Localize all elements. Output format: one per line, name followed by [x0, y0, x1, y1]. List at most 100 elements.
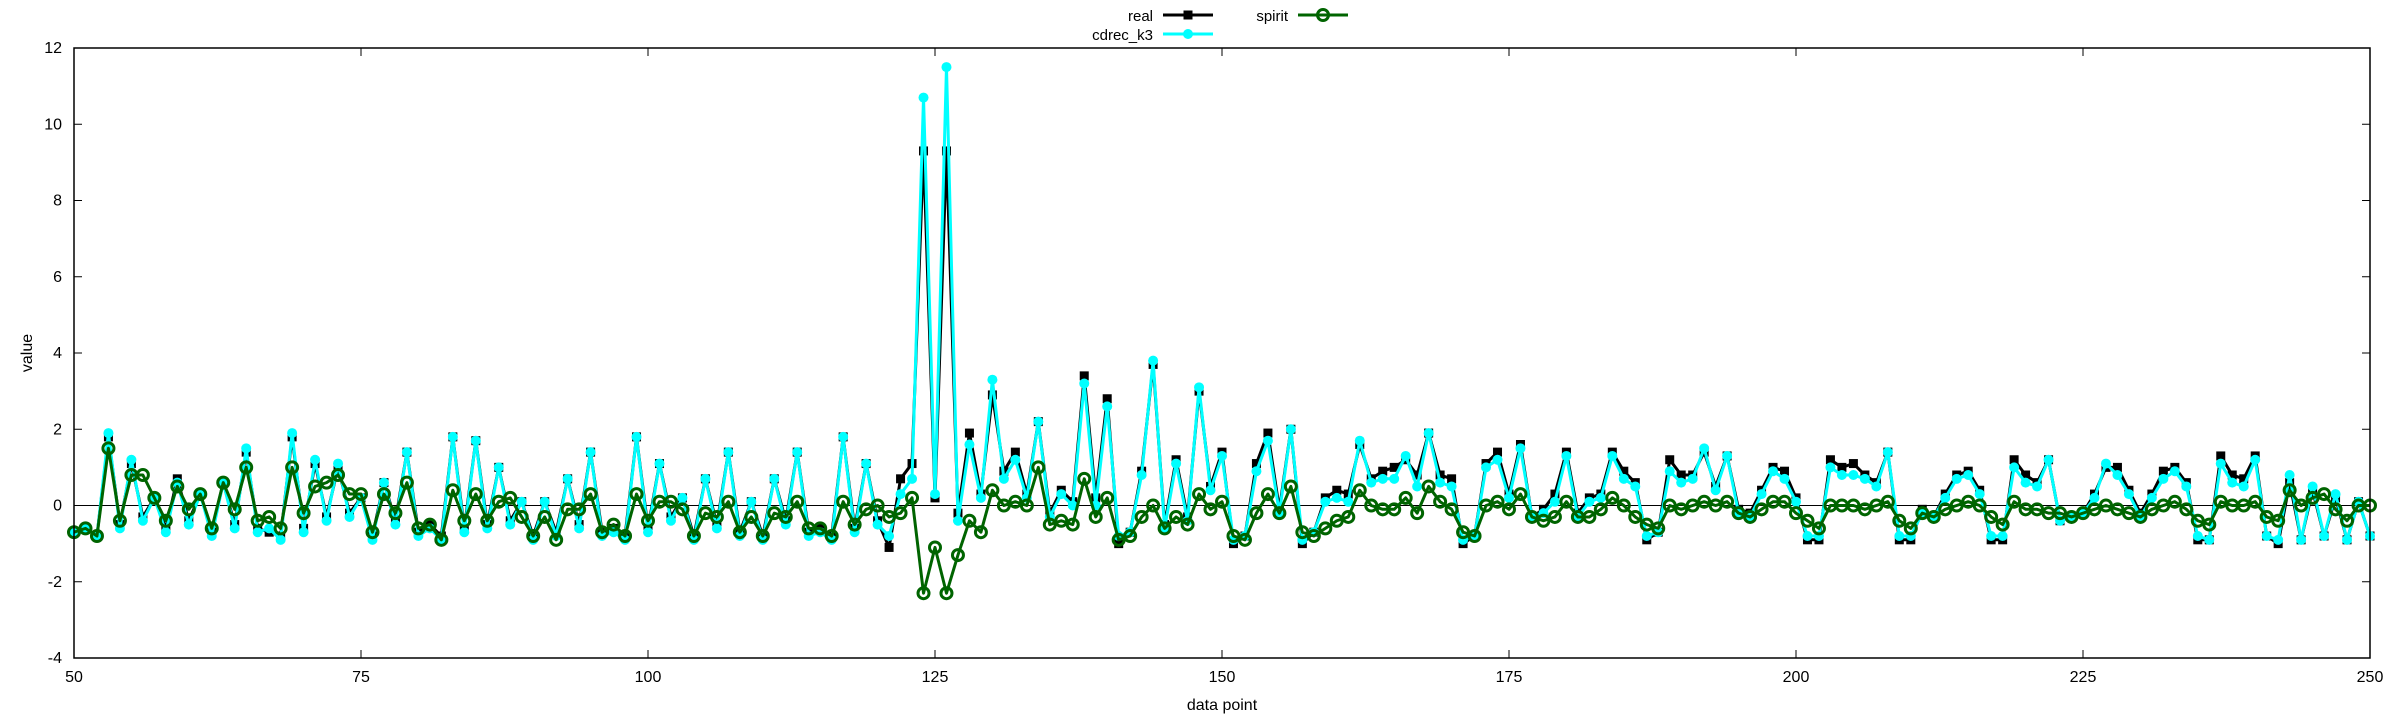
data-point-cdrec_k3 [1882, 447, 1893, 458]
data-point-spirit [755, 529, 770, 543]
data-point-cdrec_k3 [103, 428, 114, 439]
data-point-cdrec_k3 [562, 473, 573, 484]
data-point-cdrec_k3 [643, 527, 653, 538]
x-tick-label: 75 [352, 669, 370, 686]
data-point-spirit [1306, 529, 1321, 543]
data-point-spirit [158, 513, 173, 528]
data-point-spirit [618, 529, 633, 543]
data-point-spirit [973, 525, 988, 540]
data-point-cdrec_k3 [1389, 473, 1400, 484]
data-point-spirit [1008, 494, 1023, 509]
data-point-cdrec_k3 [2296, 534, 2307, 545]
data-point-spirit [824, 529, 839, 543]
y-tick-label: -2 [48, 574, 62, 591]
data-point-cdrec_k3 [2009, 462, 2020, 473]
data-point-cdrec_k3 [987, 374, 998, 385]
data-point-cdrec_k3 [1481, 462, 1492, 473]
data-point-spirit [2144, 502, 2159, 517]
data-point-cdrec_k3 [2250, 454, 2261, 465]
data-point-cdrec_k3 [711, 523, 722, 534]
data-point-spirit [939, 586, 954, 601]
data-point-spirit [1272, 506, 1287, 521]
data-point-spirit [2259, 509, 2274, 524]
data-point-spirit [2305, 490, 2320, 505]
data-point-cdrec_k3 [1997, 531, 2008, 541]
data-point-spirit [204, 521, 219, 536]
data-point-spirit [606, 517, 621, 532]
data-point-cdrec_k3 [2158, 473, 2169, 484]
data-point-spirit [1479, 498, 1494, 513]
data-point-cdrec_k3 [1779, 473, 1790, 484]
data-point-spirit [526, 529, 541, 543]
data-point-cdrec_k3 [1687, 473, 1698, 484]
data-point-spirit [686, 529, 701, 543]
legend-item-cdrec_k3: cdrec_k3 [1092, 27, 1213, 44]
data-point-cdrec_k3 [2146, 492, 2157, 503]
data-point-cdrec_k3 [539, 496, 550, 507]
data-point-cdrec_k3 [298, 527, 309, 538]
y-tick-label: 0 [53, 498, 62, 515]
data-point-cdrec_k3 [183, 519, 194, 530]
data-point-real [1102, 394, 1112, 404]
data-point-spirit [1318, 521, 1333, 536]
data-point-cdrec_k3 [952, 515, 963, 526]
data-point-spirit [2271, 513, 2286, 528]
data-point-spirit [1789, 506, 1803, 521]
data-point-cdrec_k3 [2284, 470, 2295, 480]
data-point-real [964, 428, 974, 438]
data-point-cdrec_k3 [1699, 443, 1710, 454]
data-point-spirit [1754, 502, 1769, 517]
data-point-cdrec_k3 [447, 431, 458, 442]
data-point-spirit [1215, 494, 1229, 509]
data-point-spirit [698, 506, 713, 521]
data-point-spirit [1639, 517, 1654, 532]
data-point-cdrec_k3 [1056, 489, 1067, 500]
data-point-cdrec_k3 [895, 489, 906, 500]
data-point-cdrec_k3 [1285, 424, 1296, 435]
data-point-cdrec_k3 [1825, 462, 1836, 473]
data-point-spirit [1869, 498, 1884, 513]
data-point-spirit [135, 468, 150, 482]
data-point-spirit [1708, 498, 1723, 513]
data-point-spirit [1031, 460, 1046, 475]
data-point-spirit [1123, 529, 1138, 543]
data-point-spirit [1398, 490, 1413, 505]
data-point-cdrec_k3 [1710, 485, 1721, 496]
data-point-real [1263, 428, 1273, 438]
x-tick-label: 200 [1783, 669, 1810, 686]
data-point-spirit [1662, 498, 1677, 513]
data-point-cdrec_k3 [1664, 466, 1675, 477]
data-point-cdrec_k3 [2112, 470, 2123, 480]
data-point-spirit [354, 487, 368, 502]
x-tick-label: 50 [65, 669, 83, 686]
legend-label: cdrec_k3 [1092, 27, 1153, 44]
data-point-real [2239, 474, 2249, 484]
data-point-cdrec_k3 [665, 515, 676, 526]
data-point-spirit [928, 540, 942, 555]
data-point-cdrec_k3 [2227, 477, 2238, 488]
data-point-spirit [457, 513, 472, 528]
data-point-spirit [1364, 498, 1379, 513]
data-point-cdrec_k3 [930, 489, 940, 500]
data-point-spirit [1903, 521, 1918, 536]
y-tick-label: 2 [53, 421, 62, 438]
data-point-spirit [1421, 479, 1436, 494]
data-point-spirit [2053, 506, 2068, 521]
data-point-spirit [296, 506, 311, 521]
data-point-cdrec_k3 [1033, 416, 1044, 427]
data-point-spirit [916, 586, 931, 601]
data-point-spirit [1926, 509, 1941, 524]
data-point-spirit [2340, 513, 2355, 528]
data-point-spirit [1593, 502, 1608, 517]
data-point-cdrec_k3 [1400, 450, 1411, 461]
data-point-cdrec_k3 [2181, 481, 2192, 492]
data-point-real [1447, 474, 1457, 484]
data-point-spirit [147, 490, 162, 505]
data-point-spirit [1605, 490, 1620, 505]
data-point-spirit [112, 513, 127, 528]
legend-label: spirit [1256, 8, 1289, 25]
data-point-real [1837, 462, 1847, 472]
data-point-cdrec_k3 [1446, 481, 1457, 492]
data-point-cdrec_k3 [2089, 492, 2100, 503]
data-point-cdrec_k3 [1354, 435, 1365, 446]
